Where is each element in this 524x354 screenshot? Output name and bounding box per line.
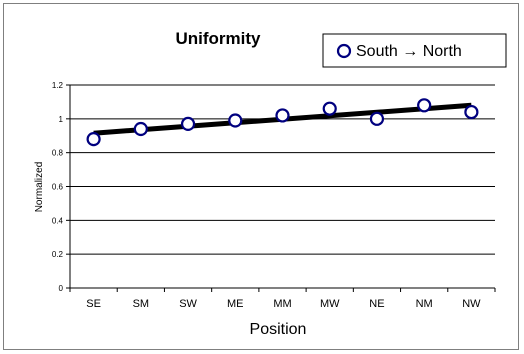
data-point bbox=[417, 98, 432, 113]
x-tick-label: ME bbox=[227, 298, 244, 310]
x-tick-label: MM bbox=[273, 298, 291, 310]
x-tick-label: NE bbox=[369, 298, 384, 310]
data-point bbox=[322, 101, 337, 116]
data-point bbox=[369, 111, 385, 126]
x-tick-label: SW bbox=[179, 298, 197, 310]
data-point bbox=[180, 116, 196, 132]
plot-area: 0 0.2 0.4 0.6 0.8 1 1.2 SE SM SW ME MM MW NE NM NW bbox=[52, 81, 496, 310]
x-tick-label: MW bbox=[320, 298, 340, 310]
legend-label: South → North bbox=[356, 43, 462, 60]
data-point bbox=[86, 132, 101, 147]
y-tick-label: 0.4 bbox=[52, 216, 64, 225]
y-tick-label: 1 bbox=[59, 115, 64, 124]
y-tick-label: 0.6 bbox=[52, 183, 64, 192]
legend-marker bbox=[336, 43, 352, 59]
x-tick-label: SE bbox=[86, 298, 101, 310]
data-point bbox=[464, 104, 479, 120]
y-axis-label: Normalized bbox=[34, 162, 45, 213]
legend: South → North bbox=[322, 33, 507, 68]
y-tick-label: 0 bbox=[59, 284, 64, 293]
y-tick-label: 0.2 bbox=[52, 250, 64, 259]
x-tick-label: NM bbox=[416, 298, 433, 310]
x-axis-label: Position bbox=[250, 321, 307, 338]
x-tick-label: SM bbox=[133, 298, 150, 310]
y-tick-label: 0.8 bbox=[52, 149, 64, 158]
chart-title: Uniformity bbox=[176, 29, 262, 48]
data-point bbox=[133, 121, 148, 137]
legend-box bbox=[322, 33, 507, 68]
data-point bbox=[275, 108, 290, 123]
data-point bbox=[228, 113, 243, 128]
y-tick-label: 1.2 bbox=[52, 81, 64, 90]
x-tick-label: NW bbox=[462, 298, 481, 310]
